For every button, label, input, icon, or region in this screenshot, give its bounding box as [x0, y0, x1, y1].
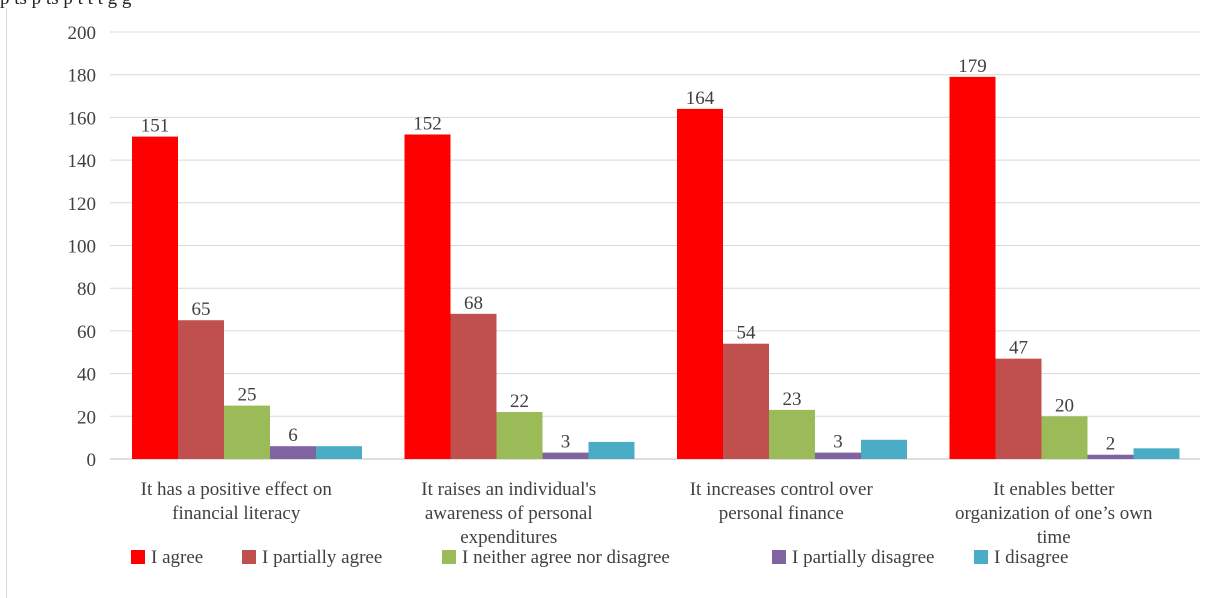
bar — [1087, 454, 1134, 459]
legend-label: I partially agree — [262, 547, 382, 568]
data-label: 152 — [413, 113, 442, 134]
bar — [404, 134, 451, 460]
bar — [769, 409, 815, 459]
bar — [542, 452, 589, 459]
bar — [588, 441, 635, 459]
data-label: 68 — [464, 293, 483, 314]
data-label: 164 — [686, 88, 715, 109]
data-label: 2 — [1106, 434, 1116, 455]
data-labels: 151 65 25 6 152 68 22 3 164 54 23 3 179 47 20 2 — [141, 56, 1116, 455]
data-label: 25 — [238, 385, 257, 406]
y-tick-label: 160 — [68, 108, 97, 129]
legend-label: I neither agree nor disagree — [462, 547, 670, 568]
bar — [995, 358, 1042, 459]
data-label: 54 — [737, 323, 757, 344]
bar — [1041, 416, 1088, 459]
y-tick-label: 0 — [87, 450, 97, 471]
data-label: 6 — [288, 425, 298, 446]
gridlines — [110, 31, 1200, 460]
bars — [132, 76, 1180, 460]
x-category-label: It increases control over personal financ… — [690, 479, 874, 524]
bar — [132, 136, 178, 460]
legend-swatch — [442, 550, 456, 564]
data-label: 3 — [833, 432, 843, 453]
y-tick-label: 40 — [77, 365, 96, 386]
bar — [815, 452, 861, 459]
bar — [224, 405, 270, 459]
x-category-label: It enables better organization of one’s o… — [955, 479, 1153, 548]
bar — [861, 439, 907, 459]
y-tick-label: 100 — [68, 237, 97, 258]
y-tick-label: 60 — [77, 322, 96, 343]
legend-label: I agree — [151, 547, 203, 568]
x-category-label: It raises an individual's awareness of pe… — [421, 479, 596, 548]
bar — [496, 412, 543, 459]
bar — [723, 343, 769, 459]
data-label: 65 — [192, 299, 211, 320]
legend-swatch — [131, 550, 145, 564]
data-label: 22 — [510, 391, 529, 412]
frame-border — [6, 8, 7, 598]
bar — [1133, 448, 1180, 459]
legend-swatch — [242, 550, 256, 564]
y-axis: 0 20 40 60 80 100 120 140 160 180 200 — [68, 23, 97, 471]
legend: I agree I partially agree I neither agree … — [131, 547, 1068, 568]
data-label: 47 — [1009, 338, 1028, 359]
legend-label: I partially disagree — [792, 547, 934, 568]
data-label: 179 — [958, 56, 987, 77]
y-tick-label: 200 — [68, 23, 97, 44]
y-tick-label: 180 — [68, 66, 97, 87]
legend-swatch — [974, 550, 988, 564]
y-tick-label: 120 — [68, 194, 97, 215]
x-axis-category-labels: It has a positive effect on financial lit… — [141, 479, 1153, 548]
bar — [178, 320, 224, 459]
data-label: 151 — [141, 116, 170, 137]
cropped-caption-text: p ts p ts p t t t g g — [0, 0, 1207, 9]
legend-label: I disagree — [994, 547, 1068, 568]
data-label: 23 — [783, 389, 802, 410]
legend-swatch — [772, 550, 786, 564]
bar — [270, 446, 316, 459]
x-category-label: It has a positive effect on financial lit… — [141, 479, 333, 524]
y-tick-label: 80 — [77, 279, 96, 300]
data-label: 20 — [1055, 395, 1074, 416]
bar — [949, 76, 996, 460]
y-tick-label: 20 — [77, 407, 96, 428]
y-tick-label: 140 — [68, 151, 97, 172]
data-label: 3 — [561, 432, 571, 453]
bar — [316, 446, 362, 459]
bar — [450, 313, 497, 459]
bar — [677, 108, 723, 460]
